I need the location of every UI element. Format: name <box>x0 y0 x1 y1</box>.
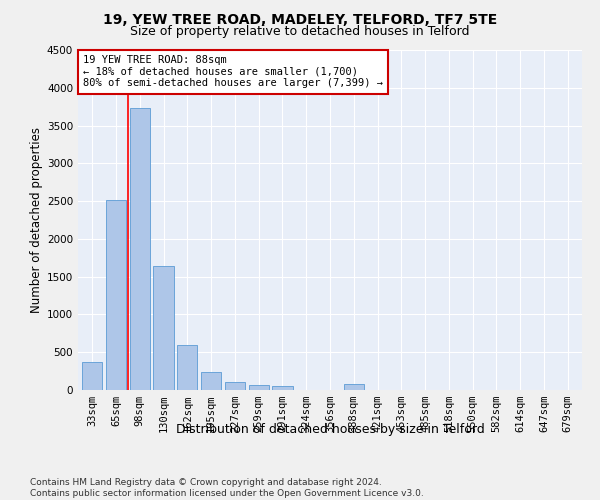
Bar <box>248 385 269 390</box>
Bar <box>154 266 173 390</box>
Bar <box>201 372 221 390</box>
Text: Contains HM Land Registry data © Crown copyright and database right 2024.
Contai: Contains HM Land Registry data © Crown c… <box>30 478 424 498</box>
Bar <box>82 362 103 390</box>
Y-axis label: Number of detached properties: Number of detached properties <box>30 127 43 313</box>
Text: 19 YEW TREE ROAD: 88sqm
← 18% of detached houses are smaller (1,700)
80% of semi: 19 YEW TREE ROAD: 88sqm ← 18% of detache… <box>83 55 383 88</box>
Bar <box>130 108 150 390</box>
Text: 19, YEW TREE ROAD, MADELEY, TELFORD, TF7 5TE: 19, YEW TREE ROAD, MADELEY, TELFORD, TF7… <box>103 12 497 26</box>
Bar <box>272 386 293 390</box>
Bar <box>225 382 245 390</box>
Text: Distribution of detached houses by size in Telford: Distribution of detached houses by size … <box>176 422 484 436</box>
Bar <box>177 344 197 390</box>
Bar <box>106 200 126 390</box>
Text: Size of property relative to detached houses in Telford: Size of property relative to detached ho… <box>130 25 470 38</box>
Bar <box>344 384 364 390</box>
